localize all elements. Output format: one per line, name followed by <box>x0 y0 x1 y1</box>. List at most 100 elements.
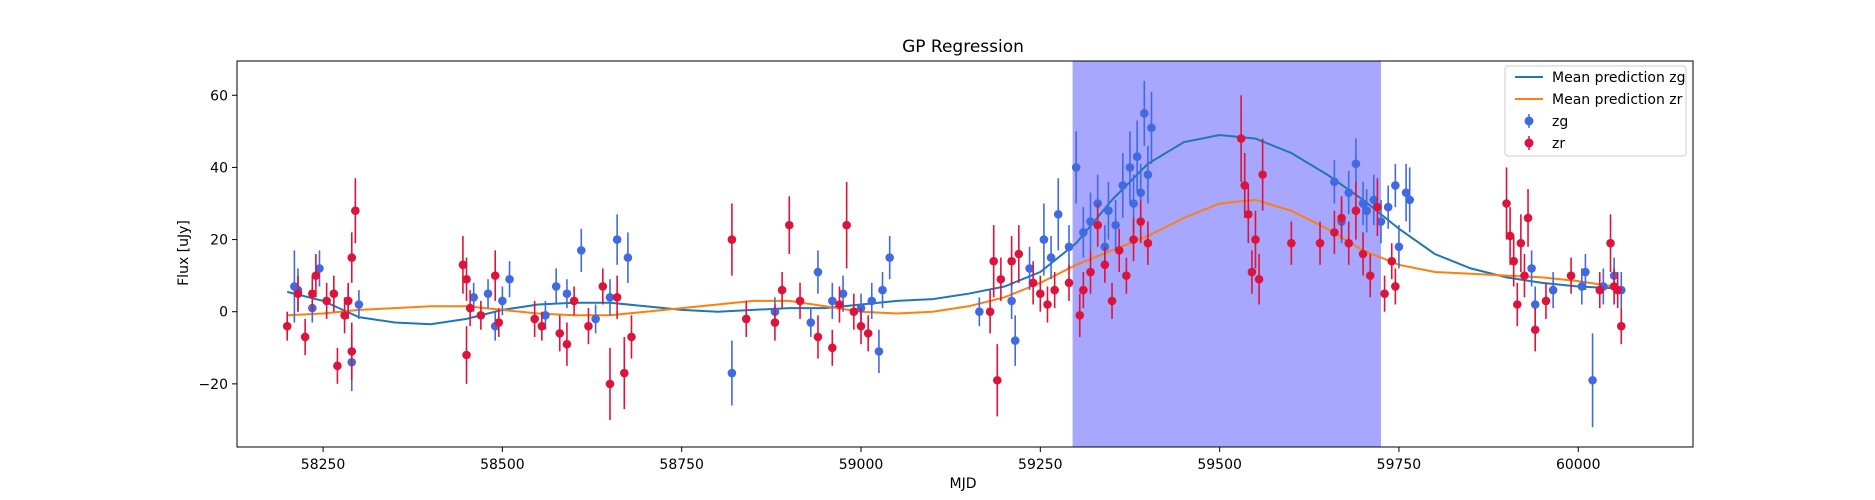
data-point <box>989 256 998 266</box>
data-point <box>1104 206 1113 216</box>
data-point <box>1129 199 1138 208</box>
data-point <box>1007 256 1016 266</box>
data-point <box>1114 246 1124 255</box>
data-point <box>878 285 887 295</box>
data-point <box>996 274 1006 284</box>
data-point <box>494 318 504 327</box>
data-point <box>1358 249 1368 259</box>
y-axis-label: Flux [uJy] <box>176 220 192 286</box>
data-point <box>1351 206 1361 216</box>
data-point <box>1086 267 1095 277</box>
data-point <box>1079 228 1088 237</box>
data-point <box>1086 217 1095 226</box>
mean-prediction-zr-line <box>287 198 1622 317</box>
data-point <box>1122 271 1131 280</box>
x-axis-ticks: 58250 58500 58750 59000 59250 59500 59750 60000 <box>301 447 1601 473</box>
legend-box <box>1504 65 1687 157</box>
data-point <box>569 296 579 306</box>
data-point <box>828 343 837 353</box>
legend-label-zg-line: Mean prediction zg <box>1552 70 1686 86</box>
x-tick-label: 59500 <box>1197 457 1242 473</box>
data-point <box>347 253 357 262</box>
legend-swatch-zg-marker <box>1524 116 1534 126</box>
data-point <box>1240 181 1250 190</box>
data-point <box>741 314 751 324</box>
data-point <box>351 206 360 216</box>
data-point <box>885 253 894 262</box>
data-point <box>333 361 342 371</box>
data-point <box>1118 181 1128 190</box>
data-point <box>1380 289 1389 298</box>
data-point <box>1369 195 1379 205</box>
x-tick-label: 59750 <box>1377 457 1422 473</box>
data-point <box>1093 220 1102 230</box>
data-point <box>1036 289 1045 298</box>
data-point <box>777 285 787 295</box>
data-point <box>1337 213 1346 223</box>
y-tick-label: 60 <box>210 88 228 104</box>
data-point <box>1588 375 1597 385</box>
data-point <box>462 274 471 284</box>
x-tick-label: 59000 <box>839 457 884 473</box>
data-point <box>1362 206 1371 216</box>
data-point <box>1132 152 1142 161</box>
data-point <box>1344 238 1354 248</box>
data-point <box>1351 159 1361 169</box>
data-point <box>530 314 539 324</box>
data-point <box>1046 253 1056 262</box>
data-point <box>1136 188 1146 197</box>
plot-area <box>237 61 1693 447</box>
y-tick-label: 40 <box>210 160 228 176</box>
data-point <box>1143 170 1153 179</box>
data-point <box>1358 199 1368 208</box>
data-point <box>1254 274 1264 284</box>
x-tick-label: 58750 <box>659 457 704 473</box>
data-point <box>992 375 1002 385</box>
prediction-lines <box>286 133 1622 326</box>
data-point <box>727 235 737 244</box>
data-point <box>1247 267 1257 277</box>
data-point <box>1376 217 1386 226</box>
data-point <box>1053 210 1063 219</box>
data-point <box>300 332 310 342</box>
data-point <box>770 318 780 327</box>
data-point <box>293 289 303 298</box>
data-point <box>1530 300 1540 309</box>
data-point <box>1071 163 1081 172</box>
data-point <box>1394 242 1404 252</box>
data-point <box>1391 282 1400 291</box>
data-point <box>458 260 468 270</box>
data-point <box>795 296 805 306</box>
data-point <box>1330 177 1339 187</box>
data-point <box>605 292 615 302</box>
data-point <box>1595 285 1605 295</box>
data-point <box>863 329 873 338</box>
data-point <box>1516 238 1526 248</box>
data-point <box>1613 285 1622 295</box>
y-tick-label: 0 <box>219 305 228 321</box>
data-point <box>562 289 572 298</box>
series-zg-points <box>290 80 1626 428</box>
data-point <box>1405 195 1414 205</box>
data-point <box>727 368 737 378</box>
data-point <box>1530 325 1540 335</box>
data-point <box>282 321 292 331</box>
data-point <box>1039 235 1049 244</box>
data-point <box>1505 231 1515 241</box>
data-point <box>1373 202 1382 212</box>
data-point <box>1548 285 1558 295</box>
data-point <box>1502 199 1511 208</box>
data-point <box>1143 238 1153 248</box>
data-point <box>476 311 486 320</box>
data-point <box>838 289 848 298</box>
data-point <box>1129 235 1138 244</box>
data-point <box>551 282 561 291</box>
data-point <box>1140 109 1149 118</box>
data-point <box>1509 256 1518 266</box>
data-point <box>1125 163 1135 172</box>
data-point <box>605 379 615 389</box>
data-point <box>584 321 593 331</box>
data-point <box>576 246 586 255</box>
data-point <box>1527 264 1536 273</box>
